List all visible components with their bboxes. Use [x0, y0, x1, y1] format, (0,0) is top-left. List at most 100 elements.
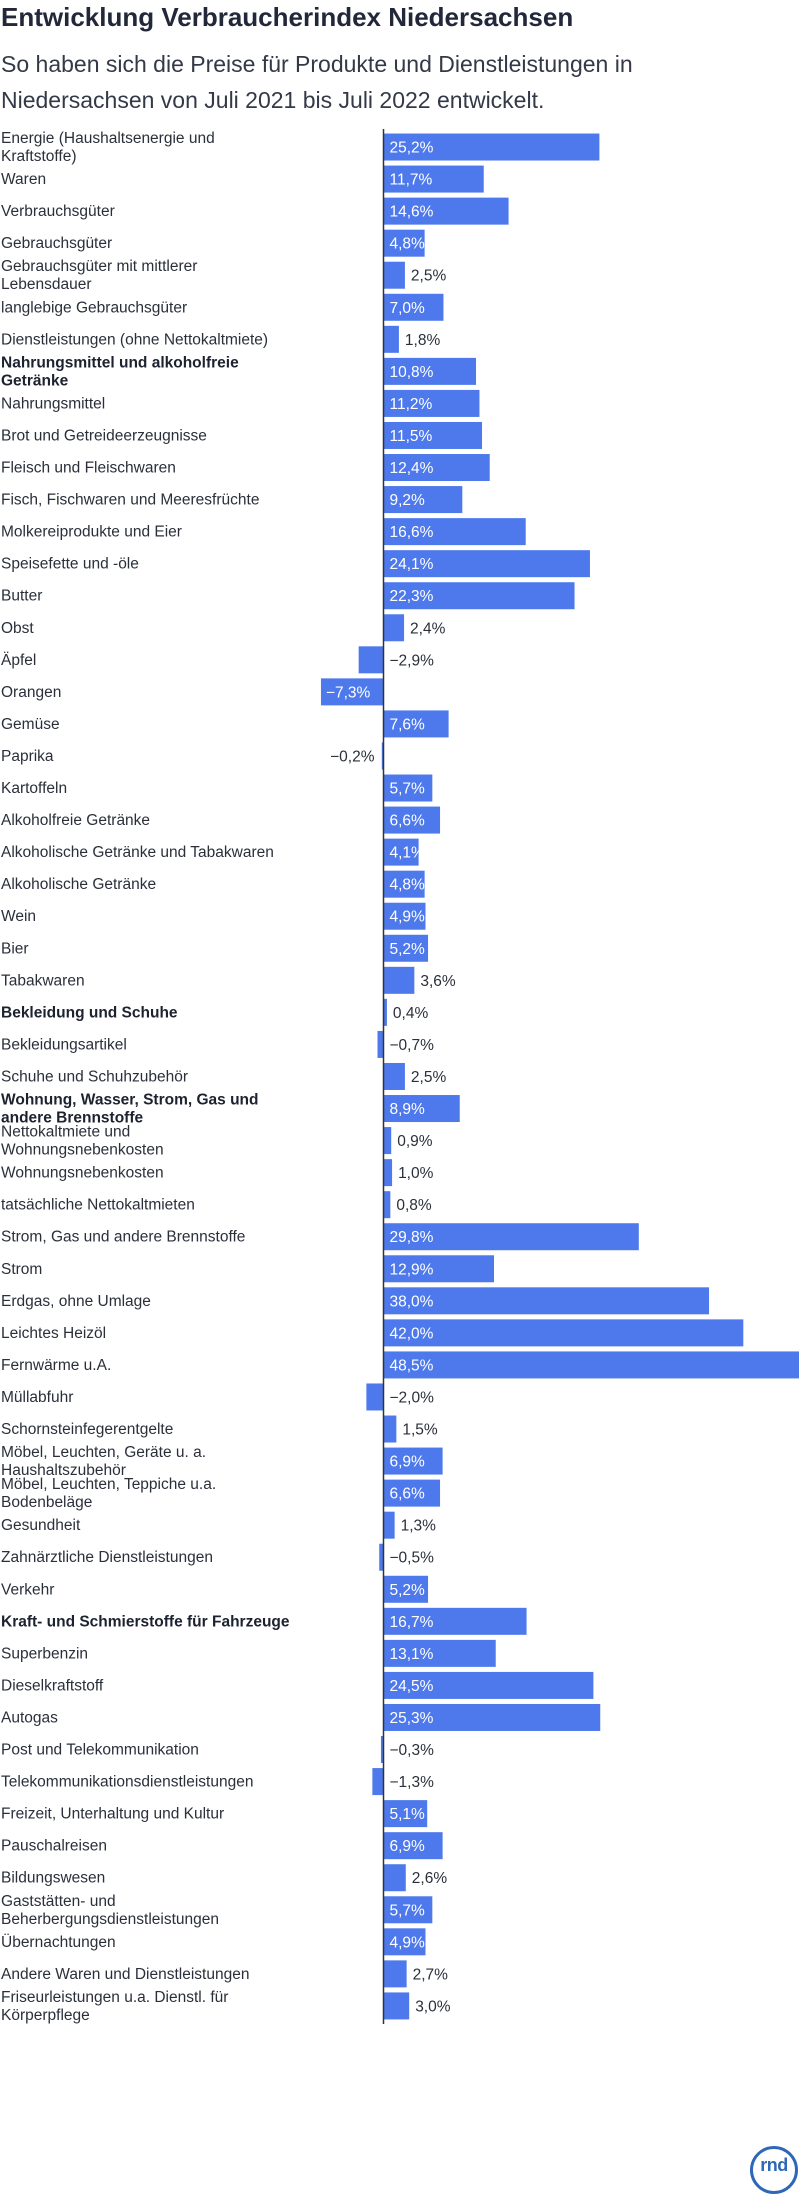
- bar: [383, 550, 590, 578]
- category-label: Äpfel: [1, 652, 36, 669]
- category-label: Energie (Haushaltsenergie und Kraftstoffe…: [1, 130, 215, 165]
- category-label: Molkereiprodukte und Eier: [1, 524, 182, 541]
- bar: [383, 614, 405, 642]
- value-label: 11,5%: [390, 428, 433, 445]
- category-label: Möbel, Leuchten, Geräte u. a. Haushaltszu…: [1, 1444, 206, 1479]
- bar: [383, 1703, 601, 1731]
- category-label: Gaststätten- und Beherbergungsdienstleist…: [1, 1893, 219, 1928]
- value-label: 4,8%: [390, 236, 426, 253]
- category-label: Gemüse: [1, 716, 60, 733]
- bar: [383, 1062, 405, 1090]
- bar: [383, 1864, 406, 1892]
- value-label: 7,0%: [390, 300, 426, 317]
- rnd-logo-text: rnd: [760, 2155, 788, 2175]
- bar: [383, 934, 429, 962]
- category-label: Andere Waren und Dienstleistungen: [1, 1966, 249, 1983]
- bar: [383, 1319, 744, 1347]
- bar: [383, 1287, 710, 1315]
- bar: [320, 678, 384, 706]
- category-label: Strom: [1, 1261, 42, 1278]
- value-label: −0,3%: [390, 1742, 435, 1759]
- value-label: 4,9%: [390, 909, 426, 926]
- value-label: 13,1%: [390, 1646, 434, 1663]
- bar: [383, 486, 463, 514]
- category-label: Speisefette und -öle: [1, 556, 139, 573]
- bar: [383, 421, 483, 449]
- bar: [358, 646, 384, 674]
- bar: [383, 325, 399, 353]
- value-label: −7,3%: [326, 684, 371, 701]
- bar: [383, 1351, 799, 1379]
- value-label: −0,7%: [390, 1037, 435, 1054]
- bar: [383, 1095, 460, 1123]
- chart-subtitle: So haben sich die Preise für Produkte un…: [1, 51, 633, 113]
- category-label: Fisch, Fischwaren und Meeresfrüchte: [1, 492, 259, 509]
- category-label: Dienstleistungen (ohne Nettokaltmiete): [1, 331, 268, 348]
- category-label: Gebrauchsgüter: [1, 235, 112, 252]
- category-label: langlebige Gebrauchsgüter: [1, 299, 187, 316]
- value-label: 14,6%: [390, 204, 434, 221]
- category-label: Gesundheit: [1, 1517, 81, 1534]
- value-label: 0,8%: [396, 1197, 432, 1214]
- category-label: Paprika: [1, 748, 54, 765]
- value-label: 0,4%: [393, 1005, 429, 1022]
- value-label: 3,6%: [420, 973, 456, 990]
- category-label: Nettokaltmiete und Wohnungsnebenkosten: [1, 1124, 164, 1159]
- category-label: Nahrungsmittel und alkoholfreie Getränke: [1, 354, 239, 389]
- bar: [383, 1127, 392, 1155]
- value-label: 7,6%: [390, 716, 426, 733]
- value-label: 4,9%: [390, 1934, 426, 1951]
- value-label: 3,0%: [415, 1998, 451, 2015]
- value-label: 11,2%: [390, 396, 433, 413]
- value-label: 24,5%: [390, 1678, 434, 1695]
- bar: [383, 1479, 441, 1507]
- category-label: Kartoffeln: [1, 780, 67, 797]
- category-label: Post und Telekommunikation: [1, 1742, 199, 1759]
- value-label: −2,0%: [390, 1389, 435, 1406]
- value-label: 6,9%: [390, 1454, 426, 1471]
- category-label: Zahnärztliche Dienstleistungen: [1, 1549, 213, 1566]
- category-label: Schuhe und Schuhzubehör: [1, 1068, 188, 1085]
- bar: [366, 1383, 384, 1411]
- value-label: 2,5%: [411, 1069, 447, 1086]
- bar: [383, 293, 444, 321]
- bar: [377, 1030, 384, 1058]
- value-label: −0,2%: [330, 748, 375, 765]
- value-label: 0,9%: [397, 1133, 433, 1150]
- value-label: 4,8%: [390, 877, 426, 894]
- category-label: Brot und Getreideerzeugnisse: [1, 427, 207, 444]
- bar: [383, 1800, 428, 1828]
- category-label: Superbenzin: [1, 1645, 88, 1662]
- value-label: −2,9%: [390, 652, 435, 669]
- value-label: 16,7%: [390, 1614, 434, 1631]
- value-label: 5,2%: [390, 941, 426, 958]
- value-label: 12,4%: [390, 460, 434, 477]
- category-label: Waren: [1, 171, 46, 188]
- bar: [381, 742, 384, 770]
- category-label: Übernachtungen: [1, 1933, 116, 1951]
- bar: [383, 261, 405, 289]
- value-label: 1,8%: [405, 332, 441, 349]
- bar: [380, 1736, 384, 1764]
- bar: [383, 710, 449, 738]
- bar: [383, 1832, 443, 1860]
- bar: [383, 389, 480, 417]
- category-label: Tabakwaren: [1, 972, 85, 989]
- value-label: 25,3%: [390, 1710, 434, 1727]
- rnd-logo: rnd: [750, 2146, 798, 2194]
- category-label: Erdgas, ohne Umlage: [1, 1293, 151, 1310]
- category-label: Autogas: [1, 1709, 58, 1726]
- value-label: 29,8%: [390, 1229, 434, 1246]
- value-label: 1,0%: [398, 1165, 434, 1182]
- value-label: 6,9%: [390, 1838, 426, 1855]
- value-label: 5,1%: [390, 1806, 426, 1823]
- value-label: 25,2%: [390, 140, 434, 157]
- value-label: 6,6%: [390, 1486, 426, 1503]
- value-label: 2,7%: [413, 1966, 449, 1983]
- category-label: Pauschalreisen: [1, 1838, 107, 1855]
- bar: [383, 1575, 429, 1603]
- category-label: Leichtes Heizöl: [1, 1325, 106, 1342]
- bar: [372, 1768, 384, 1796]
- value-label: 6,6%: [390, 813, 426, 830]
- value-label: 42,0%: [390, 1325, 434, 1342]
